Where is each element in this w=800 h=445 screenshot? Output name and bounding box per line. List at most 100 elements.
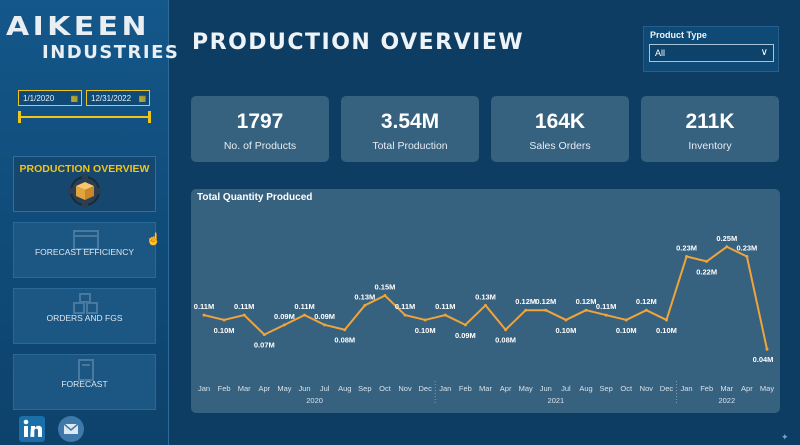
x-tick-label: Aug (338, 384, 351, 393)
x-tick-label: Mar (720, 384, 733, 393)
data-point (664, 318, 668, 322)
x-tick-label: May (760, 384, 774, 393)
chevron-down-icon: ∨ (760, 47, 768, 58)
kpi-card-sales-orders: 164K Sales Orders (491, 96, 629, 162)
data-point (323, 323, 327, 327)
start-date-input[interactable]: 1/1/2020 ▦ (18, 90, 82, 106)
chart-title: Total Quantity Produced (197, 192, 313, 203)
end-date-input[interactable]: 12/31/2022 ▦ (86, 90, 150, 106)
data-label: 0.04M (753, 355, 774, 364)
x-tick-label: Jun (298, 384, 310, 393)
x-tick-label: Oct (379, 384, 392, 393)
boxes-icon (73, 293, 98, 314)
calendar-icon[interactable]: ▦ (70, 94, 78, 103)
data-point (564, 318, 568, 322)
start-date-value: 1/1/2020 (23, 94, 55, 103)
slider-handle-end[interactable] (148, 111, 151, 123)
linkedin-icon[interactable] (19, 416, 45, 442)
nav-label: FORECAST EFFICIENCY (34, 247, 135, 257)
kpi-label: Sales Orders (529, 140, 591, 152)
data-point (363, 303, 367, 307)
data-label: 0.12M (535, 297, 556, 306)
x-tick-label: Sep (358, 384, 371, 393)
x-tick-label: Sep (599, 384, 612, 393)
nav-production-overview[interactable]: PRODUCTION OVERVIEW (13, 156, 156, 212)
x-tick-label: Feb (459, 384, 472, 393)
data-label: 0.10M (415, 326, 436, 335)
email-icon[interactable] (58, 416, 84, 442)
data-label: 0.12M (576, 297, 597, 306)
x-tick-label: Apr (500, 384, 512, 393)
data-label: 0.10M (616, 326, 637, 335)
x-tick-label: Apr (741, 384, 753, 393)
data-point (343, 328, 347, 332)
data-label: 0.12M (515, 297, 536, 306)
pin-icon[interactable]: ✦ (781, 432, 789, 442)
data-label: 0.13M (475, 292, 496, 301)
data-label: 0.07M (254, 341, 275, 350)
x-tick-label: Feb (700, 384, 713, 393)
line-chart: 0.11M0.10M0.11M0.07M0.09M0.11M0.09M0.08M… (194, 234, 775, 405)
x-tick-label: Jan (198, 384, 210, 393)
data-point (504, 328, 508, 332)
data-label: 0.10M (656, 326, 677, 335)
calendar-icon[interactable]: ▦ (138, 94, 146, 103)
x-tick-label: Nov (398, 384, 412, 393)
x-tick-label: May (519, 384, 533, 393)
gear-box-icon (68, 174, 102, 208)
data-label: 0.12M (636, 297, 657, 306)
kpi-value: 3.54M (380, 110, 440, 133)
data-label: 0.09M (455, 331, 476, 340)
data-point (644, 308, 648, 312)
data-point (303, 313, 307, 317)
date-range-slider[interactable] (20, 116, 150, 118)
kpi-card-products: 1797 No. of Products (191, 96, 329, 162)
data-label: 0.25M (716, 234, 737, 243)
page-title: PRODUCTION OVERVIEW (192, 30, 525, 55)
kpi-card-inventory: 211K Inventory (641, 96, 779, 162)
filter-label: Product Type (650, 30, 707, 40)
slider-handle-start[interactable] (18, 111, 21, 123)
nav-label: FORECAST (61, 379, 108, 389)
data-point (463, 323, 467, 327)
x-tick-label: Mar (479, 384, 492, 393)
mouse-cursor-icon: ☝ (146, 232, 161, 246)
data-label: 0.23M (736, 244, 757, 253)
data-point (725, 245, 729, 249)
data-point (705, 259, 709, 263)
data-point (202, 313, 206, 317)
x-tick-label: Apr (258, 384, 270, 393)
data-point (222, 318, 226, 322)
end-date-value: 12/31/2022 (91, 94, 132, 103)
nav-label: PRODUCTION OVERVIEW (19, 163, 150, 175)
nav-orders-and-fgs[interactable]: ORDERS AND FGS (13, 288, 156, 344)
data-label: 0.11M (234, 302, 254, 311)
data-label: 0.11M (194, 302, 214, 311)
data-label: 0.10M (555, 326, 576, 335)
data-label: 0.08M (495, 336, 516, 345)
kpi-label: Total Production (372, 140, 448, 152)
nav-forecast[interactable]: FORECAST (13, 354, 156, 410)
data-label: 0.15M (375, 283, 396, 292)
brand-subtitle: INDUSTRIES (42, 42, 180, 63)
data-point (262, 333, 266, 337)
x-tick-label: May (277, 384, 291, 393)
x-tick-label: Dec (419, 384, 433, 393)
product-type-dropdown[interactable]: All ∨ (649, 44, 774, 62)
year-label: 2022 (718, 396, 735, 405)
year-label: 2020 (306, 396, 323, 405)
data-point (544, 308, 548, 312)
sidebar: AIKEEN INDUSTRIES 1/1/2020 ▦ 12/31/2022 … (0, 0, 178, 445)
data-label: 0.09M (274, 312, 295, 321)
x-tick-label: Jun (540, 384, 552, 393)
calculator-icon (78, 359, 94, 381)
production-chart-card: Total Quantity Produced 0.11M 0.10M 0.11M 0… (191, 189, 780, 413)
x-tick-label: Aug (579, 384, 592, 393)
data-label: 0.13M (354, 292, 375, 301)
x-tick-label: Feb (218, 384, 231, 393)
kpi-label: No. of Products (223, 140, 297, 152)
x-tick-label: Jan (681, 384, 693, 393)
nav-forecast-efficiency[interactable]: FORECAST EFFICIENCY (13, 222, 156, 278)
data-point (604, 313, 608, 317)
x-tick-label: Dec (660, 384, 674, 393)
